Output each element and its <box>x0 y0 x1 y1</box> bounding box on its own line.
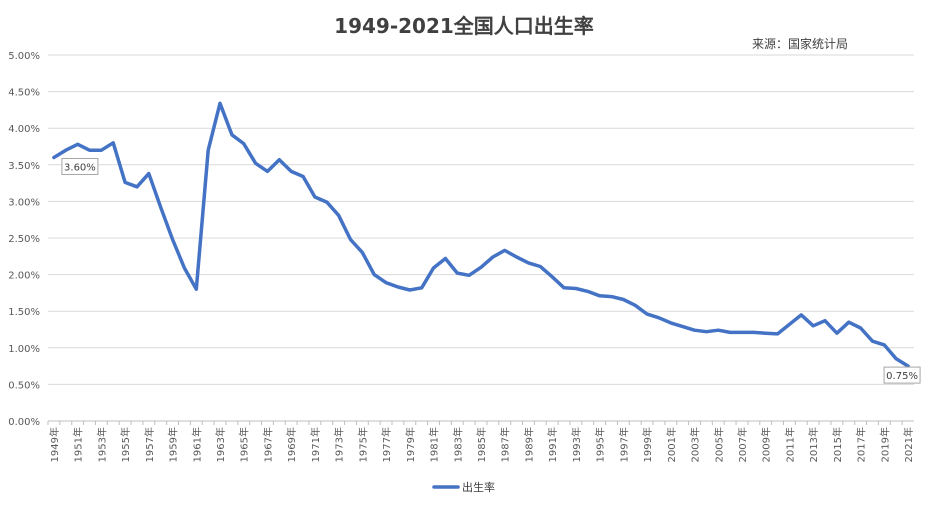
y-tick-label: 0.00% <box>8 417 40 428</box>
x-tick-label: 1983年 <box>451 427 464 462</box>
chart-title: 1949-2021全国人口出生率 <box>334 14 594 38</box>
x-tick-label: 1989年 <box>522 427 535 462</box>
series-line <box>52 101 910 368</box>
x-tick-label: 2005年 <box>712 427 725 462</box>
x-tick-label: 1987年 <box>499 427 512 462</box>
data-label-box <box>61 157 99 175</box>
x-tick-label: 2019年 <box>878 427 891 462</box>
y-tick-label: 2.50% <box>8 234 40 245</box>
x-tick-label: 1981年 <box>428 427 441 462</box>
data-label: 0.75% <box>886 371 918 382</box>
x-tick-label: 1997年 <box>617 427 630 462</box>
y-tick-label: 0.50% <box>8 380 40 391</box>
data-label: 3.60% <box>64 162 96 173</box>
x-tick-label: 2013年 <box>807 427 820 462</box>
x-tick-label: 1979年 <box>404 427 417 462</box>
legend-label: 出生率 <box>462 480 495 494</box>
x-tick-label: 1967年 <box>261 427 274 462</box>
x-tick-label: 1973年 <box>333 427 346 462</box>
y-tick-label: 5.00% <box>8 51 40 62</box>
y-tick-label: 1.50% <box>8 307 40 318</box>
y-tick-label: 4.50% <box>8 88 40 99</box>
y-tick-label: 1.00% <box>8 344 40 355</box>
y-tick-label: 3.50% <box>8 161 40 172</box>
y-tick-label: 2.00% <box>8 271 40 282</box>
x-tick-label: 2015年 <box>831 427 844 462</box>
x-tick-label: 1949年 <box>48 427 61 462</box>
x-tick-label: 1951年 <box>72 427 85 462</box>
x-tick-label: 1963年 <box>214 427 227 462</box>
x-tick-label: 1975年 <box>356 427 369 462</box>
x-tick-label: 1961年 <box>190 427 203 462</box>
x-tick-label: 2007年 <box>736 427 749 462</box>
y-tick-label: 4.00% <box>8 124 40 135</box>
data-label-box <box>883 366 921 384</box>
x-tick-label: 1965年 <box>238 427 251 462</box>
x-tick-label: 1999年 <box>641 427 654 462</box>
x-tick-label: 1977年 <box>380 427 393 462</box>
x-tick-label: 2001年 <box>665 427 678 462</box>
x-tick-label: 2011年 <box>783 427 796 462</box>
x-tick-label: 1995年 <box>594 427 607 462</box>
x-tick-label: 2021年 <box>902 427 915 462</box>
x-tick-label: 1957年 <box>143 427 156 462</box>
x-tick-label: 1959年 <box>167 427 180 462</box>
x-tick-label: 2017年 <box>855 427 868 462</box>
x-tick-label: 1985年 <box>475 427 488 462</box>
x-tick-label: 1993年 <box>570 427 583 462</box>
x-tick-label: 2009年 <box>760 427 773 462</box>
chart-source: 来源：国家统计局 <box>752 37 849 51</box>
x-tick-label: 1955年 <box>119 427 132 462</box>
x-tick-label: 1971年 <box>309 427 322 462</box>
x-tick-label: 1969年 <box>285 427 298 462</box>
x-tick-label: 1991年 <box>546 427 559 462</box>
x-tick-label: 1953年 <box>95 427 108 462</box>
x-tick-label: 2003年 <box>689 427 702 462</box>
y-tick-label: 3.00% <box>8 197 40 208</box>
